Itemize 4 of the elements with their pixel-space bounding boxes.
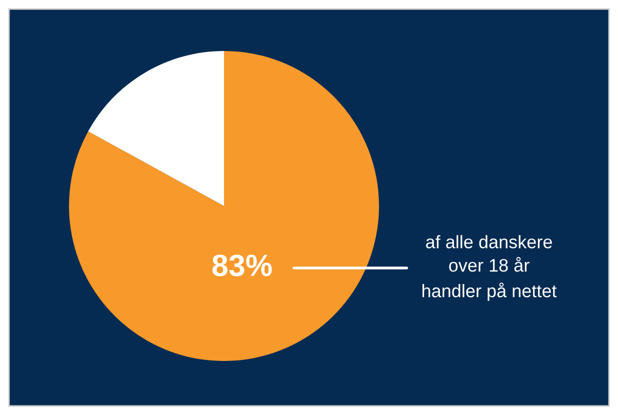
pie-slice <box>69 51 379 361</box>
data-label: 83% <box>212 254 272 276</box>
text: af alle danskere over 18 år handler på nettet <box>422 235 557 301</box>
pie-slice <box>88 51 224 206</box>
